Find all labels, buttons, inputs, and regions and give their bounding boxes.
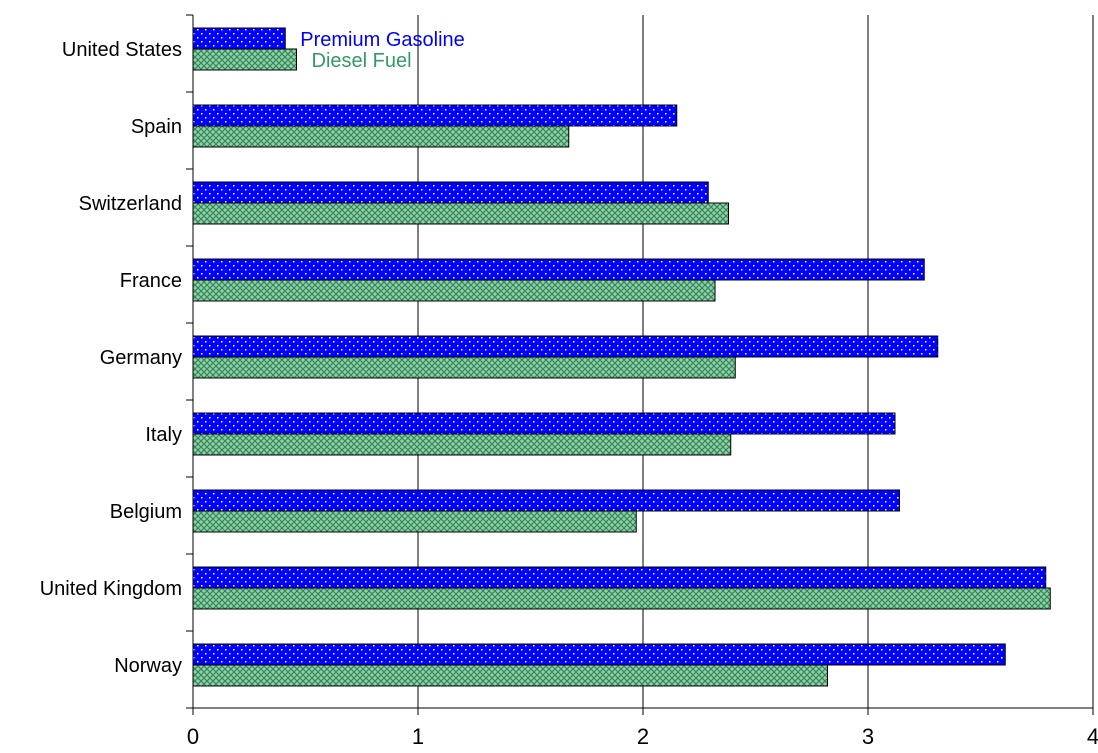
category-label: Switzerland xyxy=(79,193,182,215)
bar-diesel-fuel xyxy=(192,48,297,71)
category-label: Germany xyxy=(100,347,182,369)
bars xyxy=(192,27,1051,687)
bar-premium-gasoline xyxy=(192,181,709,204)
bar-diesel-fuel xyxy=(192,587,1051,610)
category-label: United States xyxy=(62,39,182,61)
bar-premium-gasoline xyxy=(192,335,939,358)
bar-diesel-fuel xyxy=(192,356,736,379)
bar-diesel-fuel xyxy=(192,125,570,148)
bar-diesel-fuel xyxy=(192,664,828,687)
category-label: Spain xyxy=(131,116,182,138)
bar-diesel-fuel xyxy=(192,433,732,456)
bar-premium-gasoline xyxy=(192,566,1047,589)
category-label: France xyxy=(120,270,182,292)
bar-diesel-fuel xyxy=(192,279,716,302)
bar-premium-gasoline xyxy=(192,489,900,512)
category-label: Norway xyxy=(114,655,182,677)
bar-diesel-fuel xyxy=(192,202,729,225)
x-tick-label: 4 xyxy=(1087,724,1098,749)
x-tick-label: 3 xyxy=(862,724,874,749)
series-label-premium-gasoline: Premium Gasoline xyxy=(300,29,465,51)
series-label-diesel-fuel: Diesel Fuel xyxy=(312,50,412,72)
bar-premium-gasoline xyxy=(192,27,286,50)
bar-diesel-fuel xyxy=(192,510,637,533)
x-tick-label: 2 xyxy=(637,724,649,749)
x-tick-label: 0 xyxy=(187,724,199,749)
category-label: United Kingdom xyxy=(40,578,182,600)
bar-premium-gasoline xyxy=(192,643,1006,666)
category-label: Italy xyxy=(145,424,182,446)
category-label: Belgium xyxy=(110,501,182,523)
bar-premium-gasoline xyxy=(192,104,678,127)
x-tick-label: 1 xyxy=(412,724,424,749)
bar-premium-gasoline xyxy=(192,258,925,281)
labels: 0 1 2 3 4 United States Spain Switzerland France… xyxy=(40,29,1098,749)
bar-premium-gasoline xyxy=(192,412,896,435)
axes xyxy=(186,14,1094,715)
